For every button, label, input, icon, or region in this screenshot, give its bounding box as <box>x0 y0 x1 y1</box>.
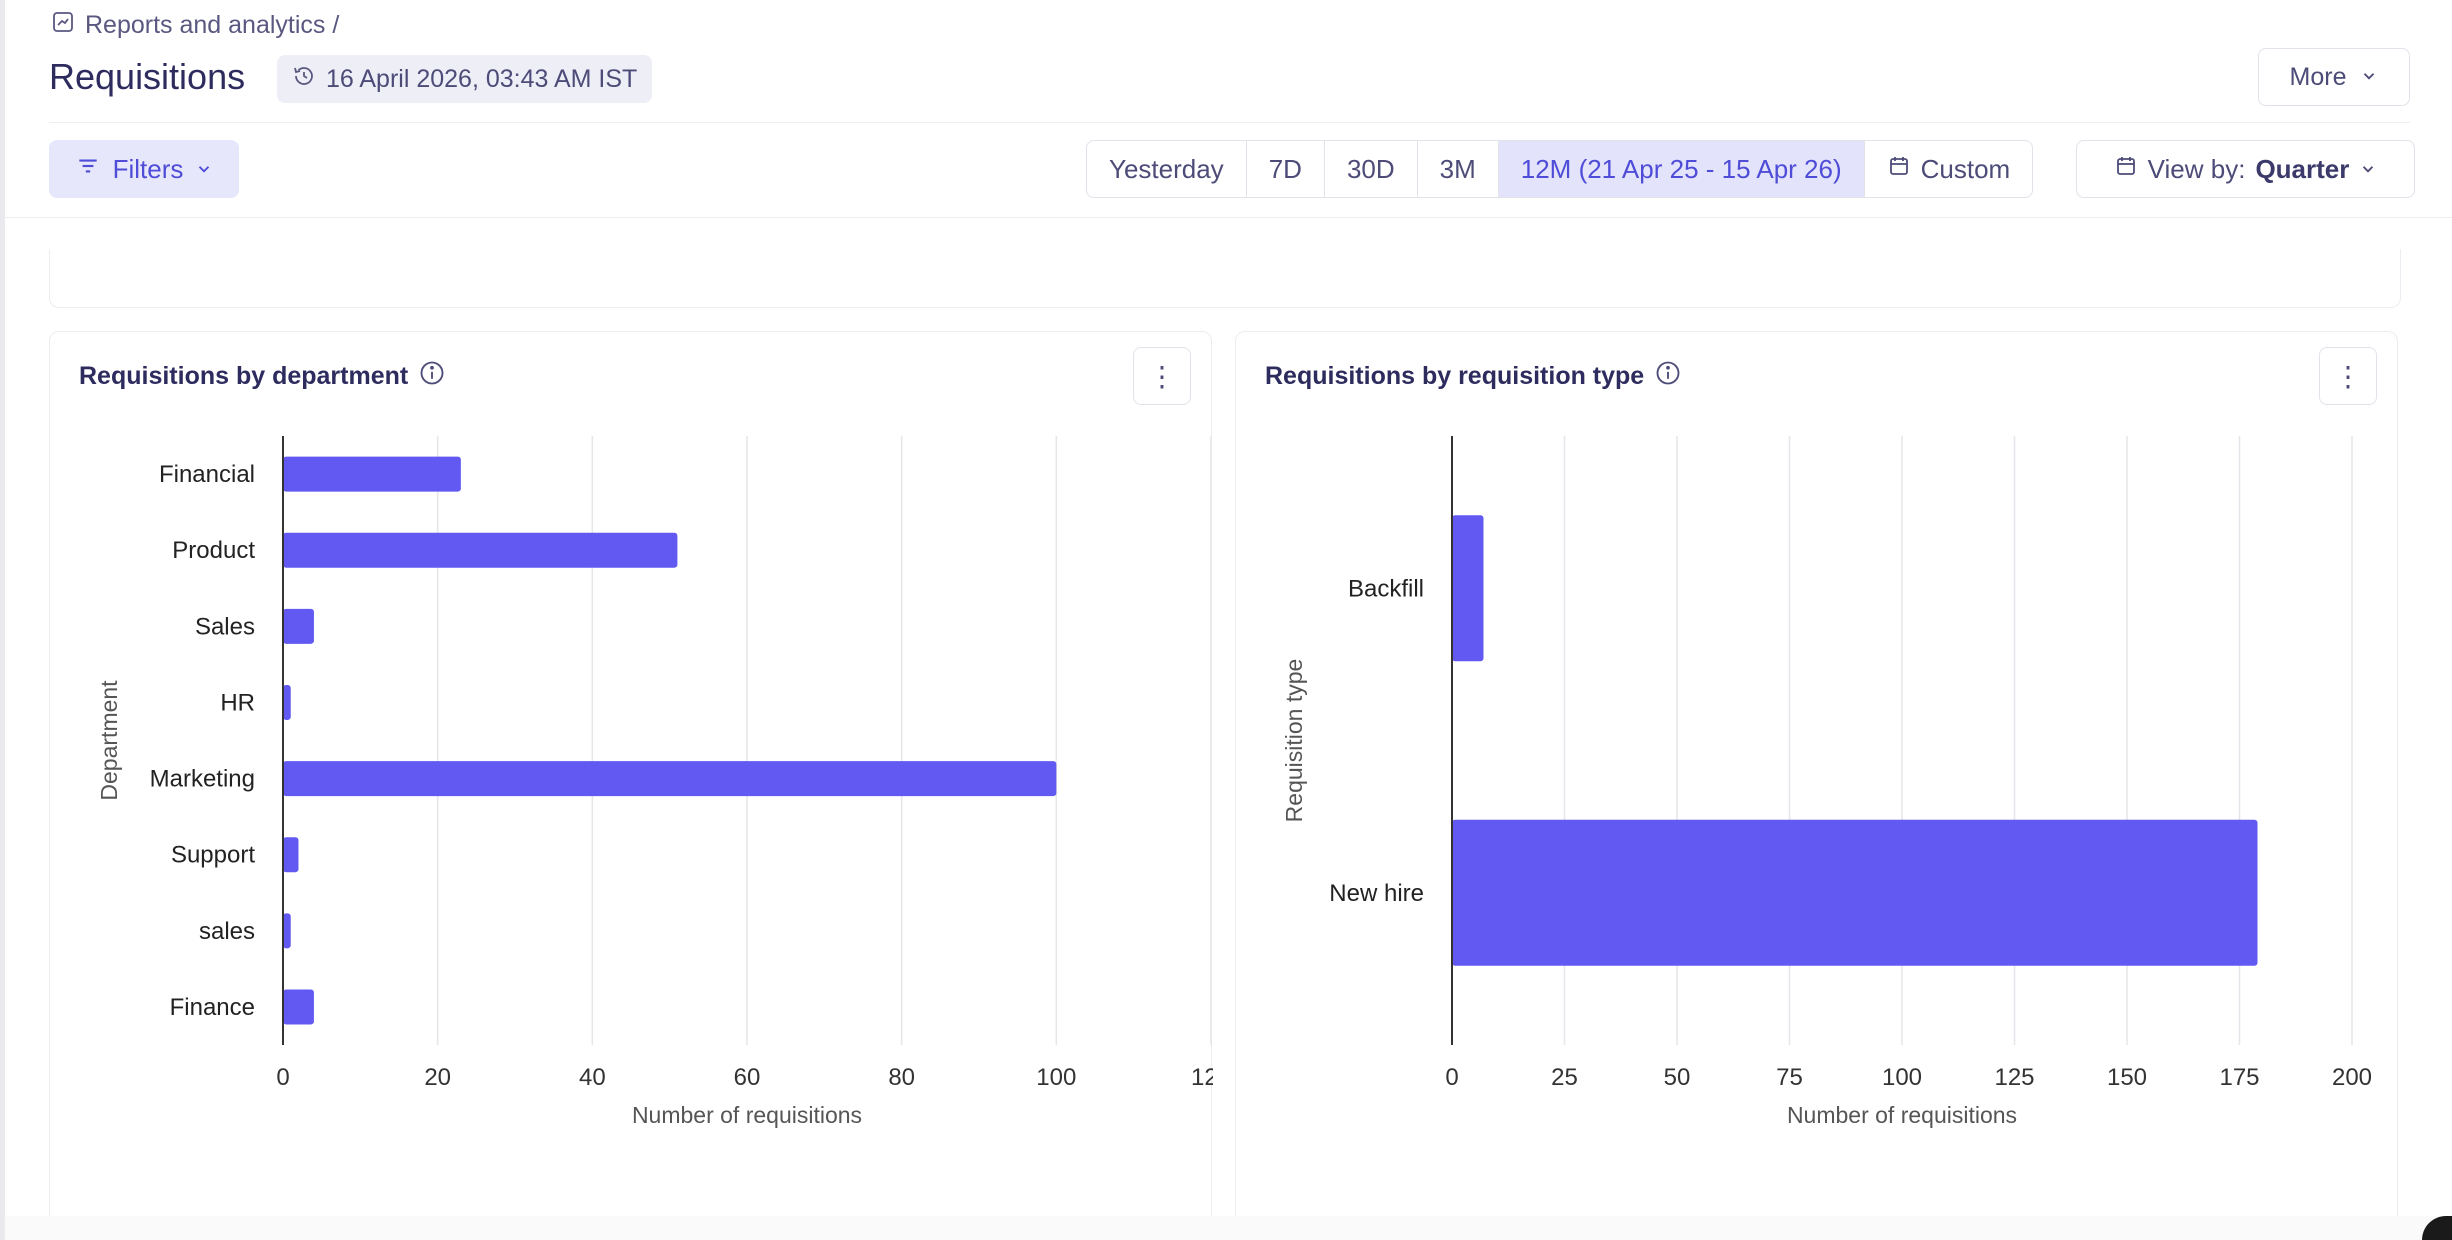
card-title: Requisitions by requisition type <box>1265 359 1682 394</box>
y-axis-label: Requisition type <box>1281 659 1307 823</box>
range-custom-label: Custom <box>1920 153 2011 184</box>
range-7d[interactable]: 7D <box>1247 141 1325 197</box>
chevron-down-icon <box>2359 154 2377 185</box>
page-title: Requisitions <box>49 56 246 97</box>
bar-hr <box>283 684 291 720</box>
x-tick-label: 125 <box>1994 1064 2034 1091</box>
chart-icon <box>51 10 75 41</box>
view-by-prefix: View by: <box>2147 153 2246 184</box>
x-tick-label: 50 <box>1664 1064 1691 1091</box>
requisition-type-chart-card: 0 25 50 75 100 125 150 175 200 Backfill New hire Nu… <box>1235 331 2398 1240</box>
range-3m-label: 3M <box>1439 153 1476 184</box>
x-axis-label: Number of requisitions <box>632 1102 862 1128</box>
card-title: Requisitions by department <box>79 359 446 394</box>
info-icon[interactable] <box>418 359 446 394</box>
filter-icon <box>75 153 101 186</box>
chevron-down-icon <box>2360 63 2378 92</box>
x-tick-label: 60 <box>734 1064 761 1091</box>
bar-new-hire <box>1452 819 2258 966</box>
filters-button[interactable]: Filters <box>49 140 239 198</box>
summary-card <box>49 249 2401 308</box>
kebab-icon: ⋮ <box>1148 360 1176 392</box>
x-tick-label: 120 <box>1191 1064 1213 1091</box>
bar-sales <box>283 608 314 644</box>
x-tick-label: 0 <box>1445 1064 1458 1091</box>
x-tick-label: 175 <box>2219 1064 2259 1091</box>
range-7d-label: 7D <box>1268 153 1302 184</box>
category-label: Product <box>172 537 255 564</box>
info-icon[interactable] <box>1654 359 1682 394</box>
category-label: Support <box>171 842 255 869</box>
chevron-down-icon <box>195 154 213 185</box>
department-chart-title: Requisitions by department <box>79 362 409 390</box>
bar-sales <box>283 913 291 949</box>
page-bottom <box>5 1216 2452 1240</box>
range-12m-label: 12M (21 Apr 25 - 15 Apr 26) <box>1520 153 1842 184</box>
bar-financial <box>283 456 461 492</box>
filters-label: Filters <box>112 153 184 184</box>
requisition-type-chart-title: Requisitions by requisition type <box>1265 362 1645 390</box>
history-icon <box>292 64 316 95</box>
bar-support <box>283 837 299 873</box>
x-tick-label: 80 <box>888 1064 915 1091</box>
range-custom[interactable]: Custom <box>1865 141 2033 197</box>
breadcrumb-label[interactable]: Reports and analytics / <box>85 11 340 39</box>
more-options-button[interactable]: ⋮ <box>2319 347 2377 405</box>
x-tick-label: 0 <box>276 1064 289 1091</box>
y-axis-label: Department <box>96 680 122 801</box>
bar-product <box>283 532 678 568</box>
department-bar-chart: 0 20 40 60 80 100 120 Financial Product Sales HR Ma… <box>96 436 1213 1128</box>
x-tick-label: 25 <box>1551 1064 1578 1091</box>
kebab-icon: ⋮ <box>2334 360 2362 392</box>
category-label: Backfill <box>1348 575 1424 602</box>
more-options-button[interactable]: ⋮ <box>1133 347 1191 405</box>
bar-finance <box>283 989 314 1025</box>
report-content: 0 20 40 60 80 100 120 Financial Product Sales HR Ma… <box>5 219 2452 1240</box>
x-tick-label: 100 <box>1036 1064 1076 1091</box>
x-axis-label: Number of requisitions <box>1787 1102 2017 1128</box>
category-label: Sales <box>195 613 255 640</box>
last-updated-badge: 16 April 2026, 03:43 AM IST <box>277 55 653 103</box>
range-yesterday[interactable]: Yesterday <box>1087 141 1247 197</box>
breadcrumb[interactable]: Reports and analytics / <box>51 10 339 41</box>
x-tick-label: 100 <box>1882 1064 1922 1091</box>
more-button[interactable]: More <box>2258 48 2410 106</box>
view-by-dropdown[interactable]: View by: Quarter <box>2076 140 2415 198</box>
range-yesterday-label: Yesterday <box>1109 153 1224 184</box>
category-label: Finance <box>170 994 255 1021</box>
bar-marketing <box>283 761 1057 797</box>
category-label: sales <box>199 918 255 945</box>
view-by-value: Quarter <box>2255 153 2350 184</box>
range-3m[interactable]: 3M <box>1418 141 1499 197</box>
requisition-type-bar-chart: 0 25 50 75 100 125 150 175 200 Backfill New hire Nu… <box>1281 436 2372 1128</box>
department-chart-card: 0 20 40 60 80 100 120 Financial Product Sales HR Ma… <box>49 331 1213 1240</box>
range-30d[interactable]: 30D <box>1325 141 1418 197</box>
x-tick-label: 200 <box>2332 1064 2372 1091</box>
range-30d-label: 30D <box>1346 153 1395 184</box>
calendar-icon <box>1887 154 1911 185</box>
page-header: Reports and analytics / Requisitions 16 … <box>5 0 2452 218</box>
x-tick-label: 150 <box>2107 1064 2147 1091</box>
category-label: New hire <box>1329 880 1424 907</box>
header-divider <box>49 122 2410 123</box>
category-label: Financial <box>159 461 255 488</box>
date-range-selector: Yesterday 7D 30D 3M 12M (21 Apr 25 - 15 … <box>1086 140 2034 198</box>
range-12m[interactable]: 12M (21 Apr 25 - 15 Apr 26) <box>1498 141 1865 197</box>
x-tick-label: 40 <box>579 1064 606 1091</box>
x-tick-label: 20 <box>424 1064 451 1091</box>
calendar-icon <box>2114 154 2138 185</box>
more-label: More <box>2289 62 2347 91</box>
bar-backfill <box>1452 515 1484 662</box>
x-tick-label: 75 <box>1776 1064 1803 1091</box>
category-label: HR <box>220 689 255 716</box>
window-edge <box>0 0 5 1240</box>
last-updated-text: 16 April 2026, 03:43 AM IST <box>326 64 638 93</box>
category-label: Marketing <box>150 766 255 793</box>
